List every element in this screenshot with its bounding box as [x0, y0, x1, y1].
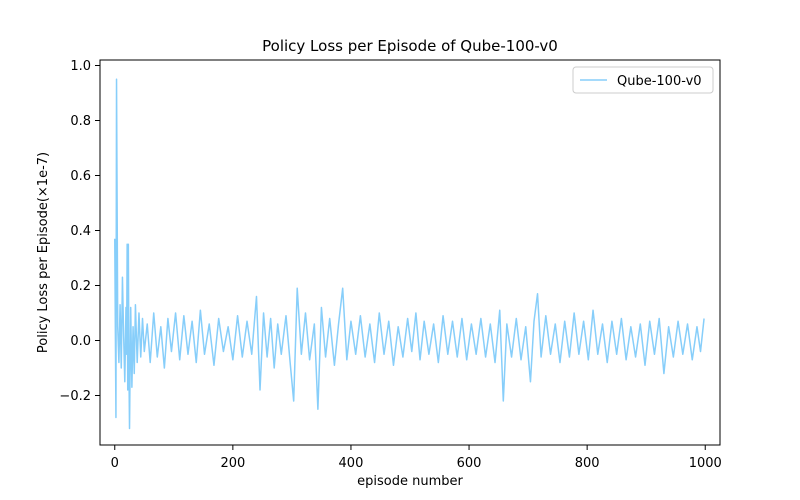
- y-tick-label: 1.0: [70, 59, 91, 74]
- x-axis: 0 200 400 600 800 1000: [111, 445, 722, 471]
- legend: Qube-100-v0: [572, 66, 714, 94]
- plot-area: [99, 59, 721, 446]
- y-tick-label: 0.6: [70, 169, 91, 184]
- legend-box: [572, 66, 714, 94]
- series-line-0: [114, 78, 705, 430]
- series-group: [114, 78, 705, 430]
- x-tick-label: 0: [111, 456, 119, 471]
- plot-frame: [99, 59, 721, 446]
- x-tick-label: 600: [457, 456, 482, 471]
- chart-title: Policy Loss per Episode of Qube-100-v0: [262, 37, 558, 55]
- x-tick-label: 200: [220, 456, 245, 471]
- y-tick-label: 0.2: [70, 279, 91, 294]
- x-tick-label: 400: [339, 456, 364, 471]
- x-tick-label: 800: [575, 456, 600, 471]
- legend-label: Qube-100-v0: [617, 74, 702, 89]
- x-tick-label: 1000: [689, 456, 722, 471]
- y-axis-label: Policy Loss per Episode(×1e-7): [36, 152, 51, 353]
- y-tick-label: 0.4: [70, 224, 91, 239]
- y-tick-label: 0.8: [70, 114, 91, 129]
- y-tick-label: 0.0: [70, 334, 91, 349]
- x-axis-label: episode number: [357, 474, 463, 489]
- y-tick-label: −0.2: [59, 389, 91, 404]
- y-axis: −0.2 0.0 0.2 0.4 0.6 0.8 1.0: [59, 59, 100, 404]
